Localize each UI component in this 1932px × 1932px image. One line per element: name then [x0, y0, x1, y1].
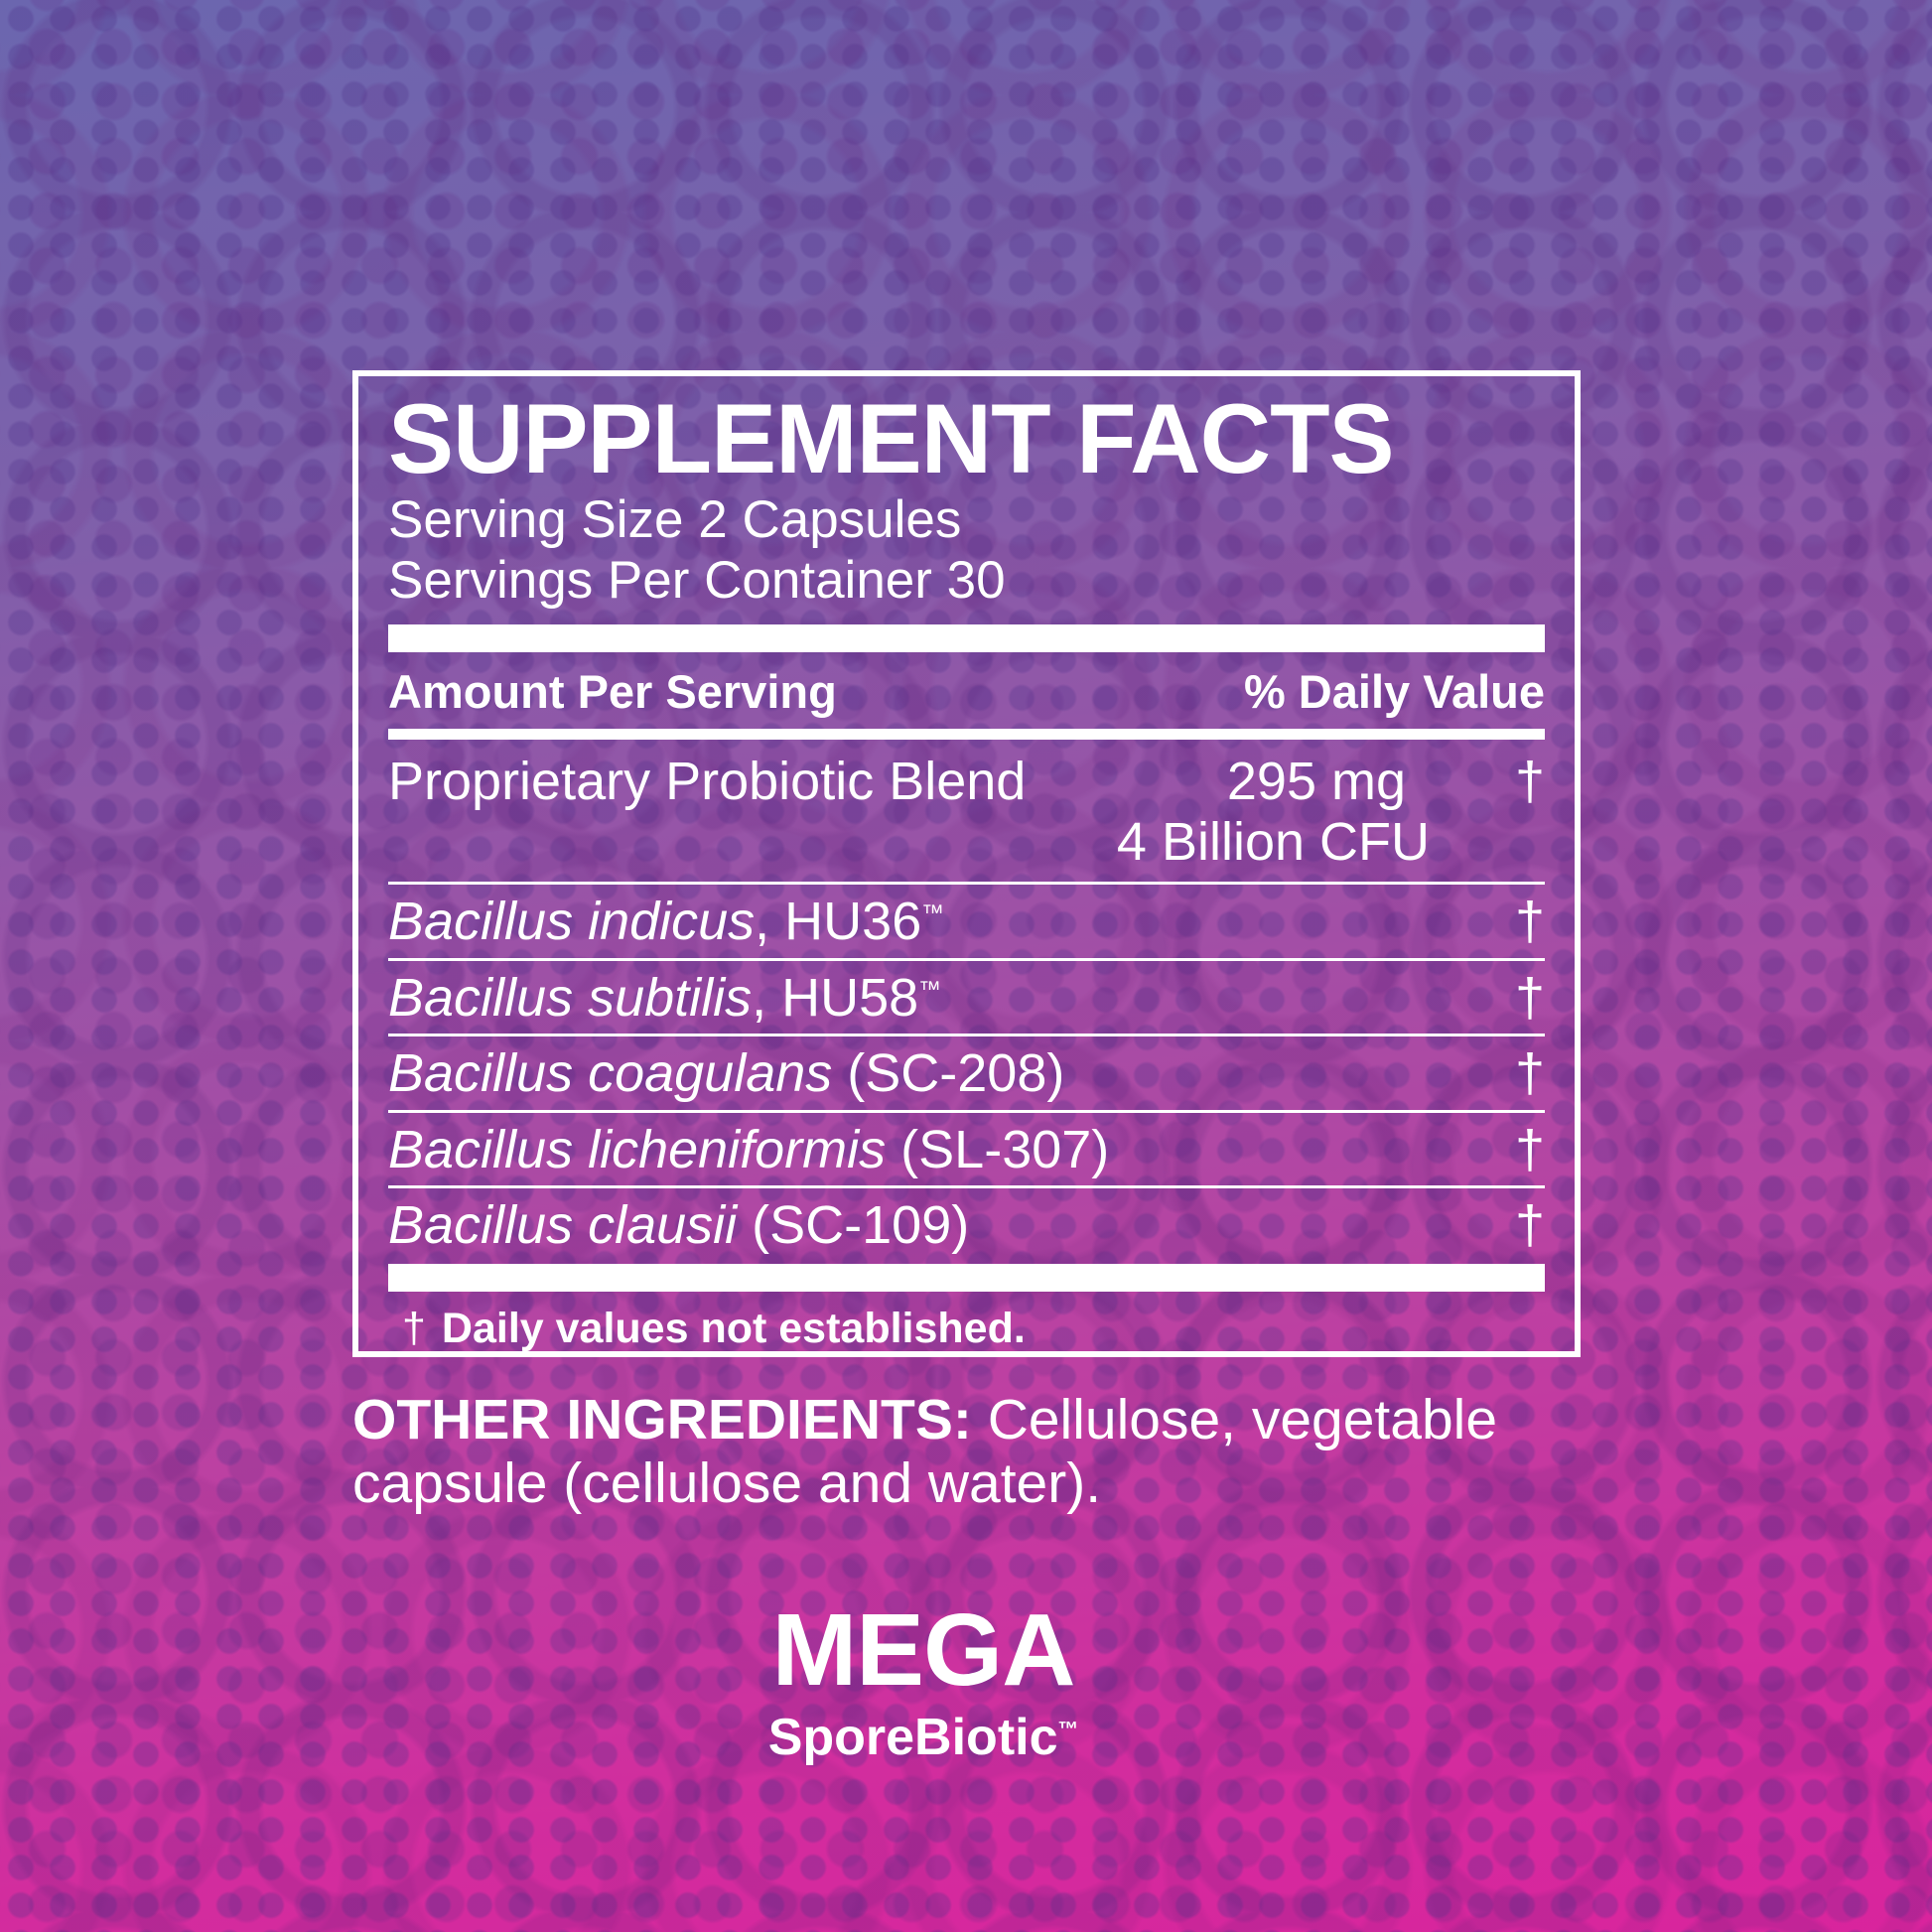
ingredient-row: Bacillus licheniformis (SL-307) † [388, 1113, 1545, 1185]
other-ingredients-label: OTHER INGREDIENTS: [352, 1388, 972, 1451]
ingredient-row: Bacillus coagulans (SC-208) † [388, 1036, 1545, 1109]
dagger-icon: † [402, 1305, 426, 1353]
ingredient-name: Bacillus licheniformis (SL-307) [388, 1119, 1110, 1179]
brand-logo: MEGA SporeBiotic™ [767, 1592, 1079, 1767]
ingredient-row: Bacillus indicus, HU36™ † [388, 885, 1545, 957]
blend-name: Proprietary Probiotic Blend [388, 752, 1027, 812]
row-separator [388, 1184, 1545, 1188]
divider-bar-top [388, 623, 1545, 652]
column-daily-value-label: % Daily Value [1243, 664, 1545, 718]
servings-per-container: Servings Per Container 30 [388, 550, 1006, 610]
ingredient-name: Bacillus subtilis, HU58™ [388, 967, 941, 1028]
ingredient-name: Bacillus indicus, HU36™ [388, 892, 944, 952]
blend-cfu: 4 Billion CFU [1116, 811, 1430, 872]
divider-bar-bottom [388, 1264, 1545, 1293]
trademark-icon: ™ [921, 899, 944, 926]
ingredient-daily-value: † [1514, 1119, 1545, 1179]
brand-subname: SporeBiotic™ [767, 1709, 1079, 1767]
ingredient-daily-value: † [1514, 1194, 1545, 1255]
column-amount-label: Amount Per Serving [388, 664, 837, 718]
footnote-text: Daily values not established. [441, 1305, 1026, 1353]
header-divider [388, 729, 1545, 741]
blend-amount: 295 mg [1226, 752, 1406, 812]
row-separator [388, 882, 1545, 886]
supplement-facts-panel: SUPPLEMENT FACTS Serving Size 2 Capsules… [352, 370, 1581, 1357]
ingredient-row: Bacillus subtilis, HU58™ † [388, 961, 1545, 1034]
ingredient-daily-value: † [1514, 892, 1545, 952]
footnote: † Daily values not established. [388, 1292, 1545, 1353]
ingredient-name: Bacillus coagulans (SC-208) [388, 1043, 1065, 1104]
trademark-icon: ™ [1057, 1718, 1079, 1741]
brand-name: MEGA [771, 1592, 1076, 1707]
serving-size: Serving Size 2 Capsules [388, 489, 962, 549]
row-separator [388, 1034, 1545, 1037]
other-ingredients-text: Cellulose, vegetable capsule (cellulose … [352, 1388, 1498, 1516]
trademark-icon: ™ [918, 975, 941, 1002]
row-separator [388, 1109, 1545, 1113]
panel-title: SUPPLEMENT FACTS [388, 383, 1395, 493]
ingredient-row: Bacillus clausii (SC-109) † [388, 1188, 1545, 1261]
ingredient-name: Bacillus clausii (SC-109) [388, 1194, 970, 1255]
row-separator [388, 957, 1545, 961]
other-ingredients: OTHER INGREDIENTS: Cellulose, vegetable … [352, 1388, 1534, 1516]
column-header-row: Amount Per Serving % Daily Value [388, 664, 1545, 718]
ingredient-daily-value: † [1514, 1043, 1545, 1104]
blend-daily-value: † [1514, 752, 1545, 812]
ingredient-daily-value: † [1514, 967, 1545, 1028]
blend-row: Proprietary Probiotic Blend 295 mg † 4 B… [388, 740, 1545, 882]
